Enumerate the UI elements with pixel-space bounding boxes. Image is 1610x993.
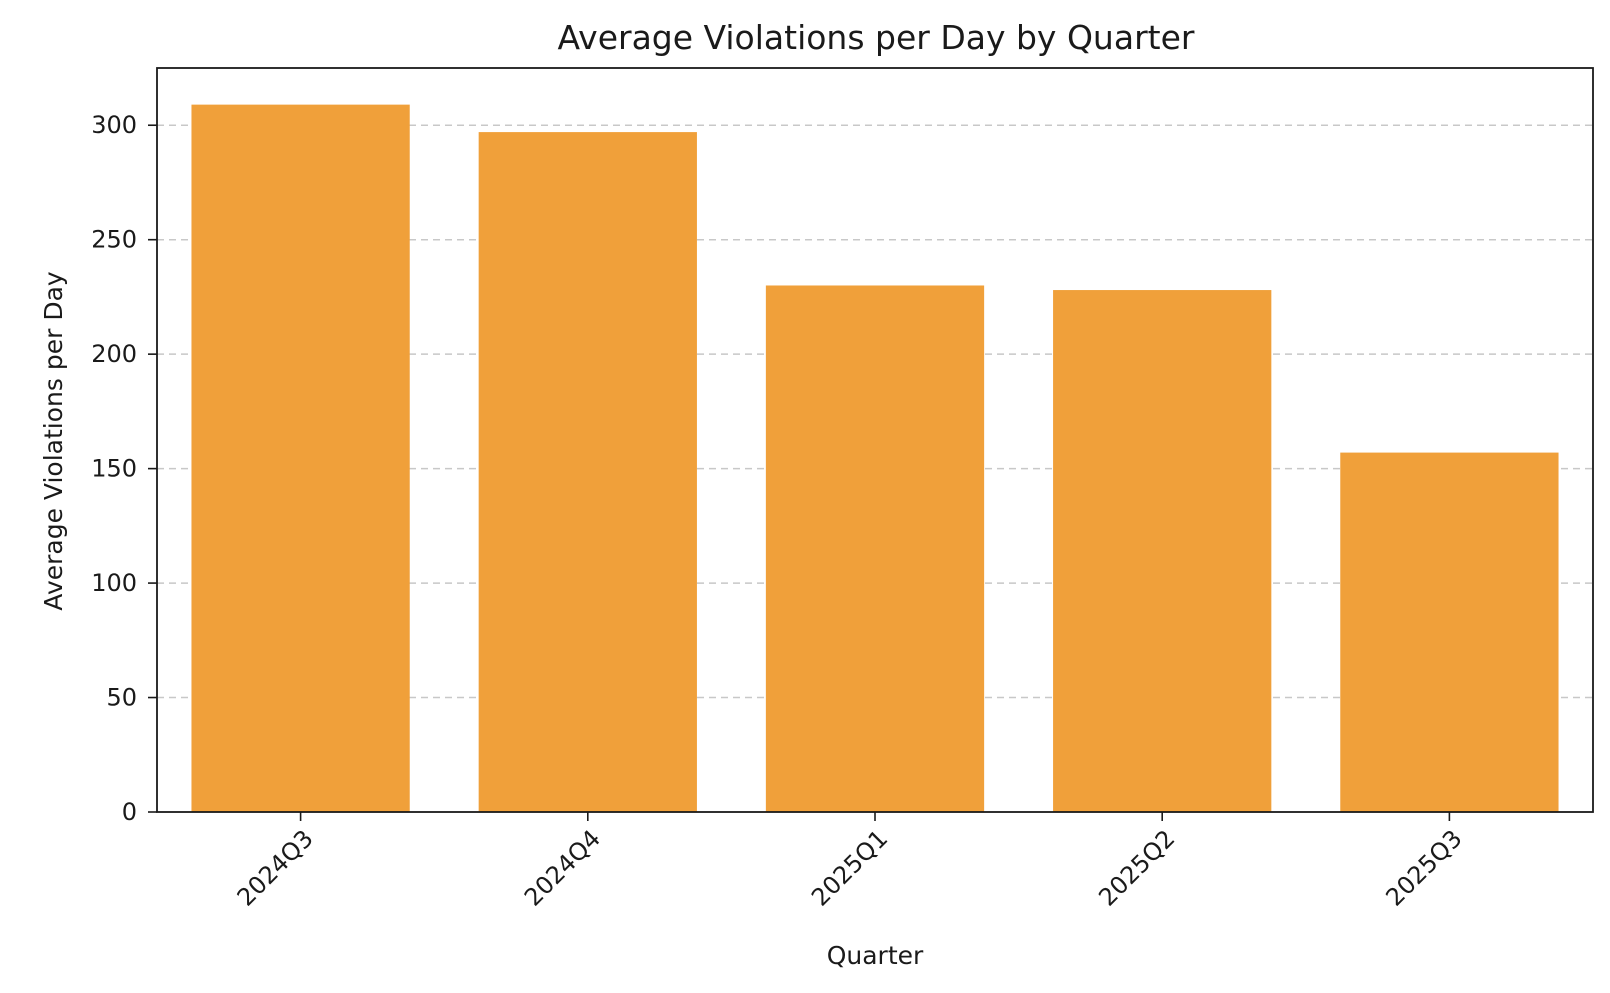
y-tick-label: 250 bbox=[91, 226, 137, 254]
x-tick-label: 2025Q1 bbox=[806, 824, 893, 911]
y-tick-label: 100 bbox=[91, 569, 137, 597]
bar-2024Q3 bbox=[191, 104, 410, 813]
y-tick-label: 150 bbox=[91, 455, 137, 483]
x-tick-label: 2025Q3 bbox=[1380, 824, 1467, 911]
x-tick-label: 2025Q2 bbox=[1093, 824, 1180, 911]
y-tick-label: 300 bbox=[91, 111, 137, 139]
x-axis: 2024Q3 2024Q4 2025Q1 2025Q2 2025Q3 bbox=[232, 812, 1468, 912]
bar-2025Q3 bbox=[1340, 452, 1559, 812]
chart-title: Average Violations per Day by Quarter bbox=[558, 18, 1195, 57]
x-tick-label: 2024Q4 bbox=[519, 824, 606, 911]
y-axis-label: Average Violations per Day bbox=[39, 271, 68, 611]
plot-frame bbox=[156, 67, 1594, 813]
bars bbox=[191, 104, 1559, 813]
bar-2025Q1 bbox=[765, 285, 985, 812]
bar-2024Q4 bbox=[478, 132, 697, 813]
y-tick-label: 0 bbox=[122, 798, 137, 826]
y-tick-label: 200 bbox=[91, 340, 137, 368]
bar-2025Q2 bbox=[1053, 290, 1272, 812]
y-axis: 0 50 100 150 200 250 300 bbox=[91, 111, 157, 826]
x-axis-label: Quarter bbox=[827, 941, 924, 970]
y-tick-label: 50 bbox=[106, 684, 137, 712]
x-tick-label: 2024Q3 bbox=[232, 824, 319, 911]
